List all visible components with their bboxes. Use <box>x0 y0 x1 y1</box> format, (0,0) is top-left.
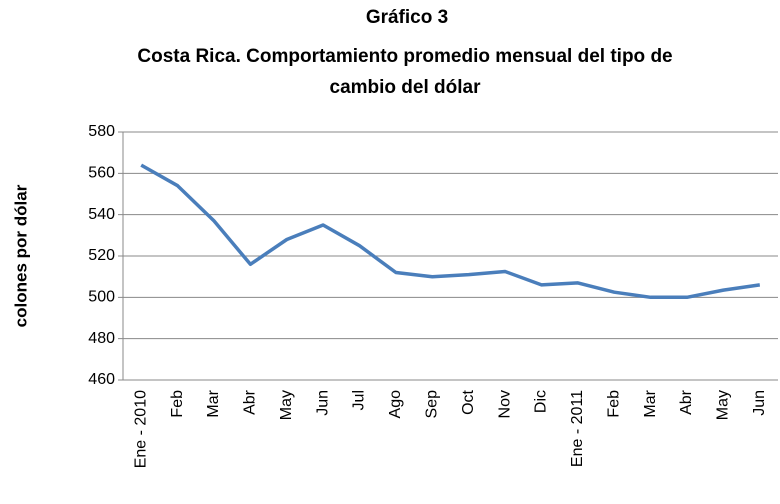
x-tick-label: Sep <box>424 390 441 419</box>
x-tick-label: Abr <box>242 389 259 415</box>
x-tick-label: Abr <box>678 389 695 415</box>
x-tick-label: Mar <box>642 389 659 417</box>
line-series <box>140 163 761 300</box>
x-tick-label: Jun <box>314 390 331 416</box>
x-tick-label: Jun <box>751 390 768 416</box>
x-tick-label: Jul <box>351 390 368 410</box>
y-tick-label: 500 <box>88 289 115 306</box>
x-tick-label: Oct <box>460 389 477 414</box>
subtitle-box: Costa Rica. Comportamiento promedio mens… <box>137 46 673 98</box>
x-tick-label: Mar <box>205 389 222 417</box>
x-tick-label: Ago <box>387 390 404 419</box>
y-axis-label: colones por dólar <box>11 184 30 327</box>
y-tick-label: 580 <box>88 123 115 140</box>
x-tick-label: Ene - 2010 <box>132 390 149 468</box>
y-tick-label: 540 <box>88 206 115 223</box>
y-tick-label: 560 <box>88 165 115 182</box>
y-tick-label: 520 <box>88 247 115 264</box>
x-tick-label: May <box>278 390 295 420</box>
chart-title: Gráfico 3 <box>366 7 448 28</box>
x-tick-label: Nov <box>496 390 513 418</box>
chart-subtitle: Costa Rica. Comportamiento promedio mens… <box>137 46 673 98</box>
x-tick-label: May <box>715 390 732 420</box>
x-tick-label: Feb <box>169 390 186 418</box>
x-tick-label: Ene - 2011 <box>569 390 586 467</box>
x-tick-label: Feb <box>605 390 622 418</box>
y-tick-label: 480 <box>88 330 115 347</box>
y-tick-label: 460 <box>88 371 115 388</box>
x-tick-label: Dic <box>533 390 550 413</box>
